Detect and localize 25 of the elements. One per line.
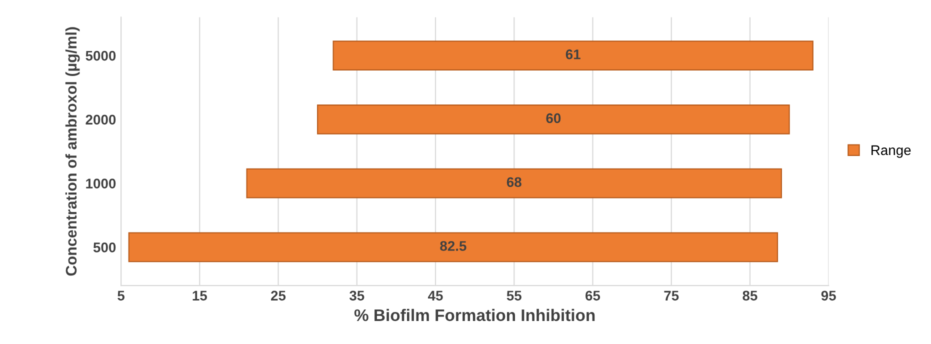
bar — [317, 104, 790, 134]
data-label: 68 — [506, 177, 522, 188]
legend-label: Range — [872, 145, 911, 158]
data-label: 61 — [566, 49, 580, 60]
x-tick-label: 55 — [506, 290, 522, 301]
bar — [128, 232, 778, 262]
bar — [246, 168, 782, 198]
y-axis-title: Concentration of ambroxol (µg/ml) — [65, 27, 80, 276]
x-tick-label: 45 — [428, 290, 443, 301]
x-tick-label: 35 — [349, 290, 364, 301]
y-tick-label: 2000 — [86, 114, 116, 125]
x-tick-label: 75 — [664, 290, 679, 301]
x-tick-label: 25 — [271, 290, 286, 301]
x-tick-label: 65 — [586, 290, 600, 301]
x-tick-label: 95 — [821, 290, 836, 301]
x-tick-label: 85 — [742, 290, 758, 301]
y-tick-label: 5000 — [86, 50, 116, 61]
x-tick-label: 5 — [118, 290, 125, 301]
data-label: 82.5 — [440, 241, 466, 251]
y-tick-label: 1000 — [86, 178, 116, 188]
x-axis-title: % Biofilm Formation Inhibition — [354, 308, 595, 322]
data-label: 60 — [546, 113, 561, 124]
x-tick-label: 15 — [192, 290, 207, 301]
y-tick-label: 500 — [93, 242, 116, 252]
bar — [332, 40, 814, 70]
